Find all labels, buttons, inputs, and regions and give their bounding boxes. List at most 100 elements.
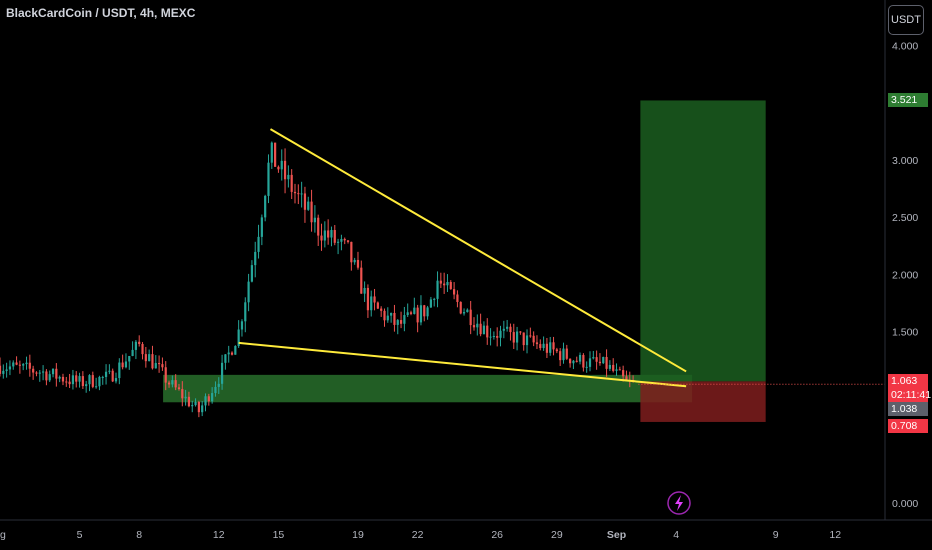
candle-body [509, 326, 512, 333]
candle-body [167, 382, 171, 385]
candle-body [15, 362, 18, 365]
y-tick-label: 0.000 [892, 498, 918, 510]
candle-body [466, 309, 469, 313]
candle-body [18, 364, 21, 366]
candle-body [393, 313, 396, 325]
x-tick-label: 22 [412, 529, 424, 541]
candle-body [8, 366, 12, 370]
x-tick-label: ug [0, 529, 6, 541]
candle-body [582, 354, 585, 368]
candle-body [356, 259, 360, 268]
candle-body [194, 402, 197, 406]
candle-body [211, 393, 214, 402]
x-tick-label: Sep [607, 529, 626, 541]
trendline-upper [269, 128, 687, 373]
candle-body [121, 362, 124, 368]
candle-body [608, 364, 611, 369]
candle-body [144, 354, 147, 362]
candle-body [602, 356, 605, 364]
candle-body [456, 294, 459, 302]
candle-body [552, 342, 555, 350]
candle-body [522, 332, 525, 346]
candle-body [108, 370, 111, 372]
candle-body [300, 193, 303, 195]
candle-body [101, 376, 104, 378]
candle-body [191, 405, 194, 407]
candle-body [161, 364, 164, 368]
candle-body [469, 309, 472, 326]
candle-body [240, 321, 244, 330]
candle-body [499, 330, 502, 338]
candle-body [496, 336, 499, 338]
candle-body [177, 387, 181, 390]
candle-body [449, 281, 452, 290]
candle-body [439, 280, 442, 284]
candle-body [274, 142, 277, 167]
candle-body [187, 396, 191, 407]
candle-body [578, 354, 582, 362]
candle-body [489, 336, 492, 338]
candle-body [472, 325, 476, 328]
candle-body [572, 360, 575, 364]
candle-body [479, 323, 482, 335]
candle-body [492, 336, 495, 338]
candle-body [443, 283, 446, 286]
candle-body [307, 201, 310, 210]
candle-body [257, 236, 260, 252]
candle-body [41, 371, 45, 373]
candle-body [396, 320, 399, 325]
candle-body [254, 251, 257, 266]
candle-body [360, 267, 363, 294]
candle-body [569, 358, 572, 364]
candle-body [370, 296, 373, 311]
candle-body [277, 166, 280, 170]
candle-body [227, 352, 230, 355]
x-tick-label: 4 [673, 529, 679, 541]
candle-body [267, 162, 270, 196]
candle-body [366, 287, 370, 311]
candle-body [214, 386, 217, 394]
candle-body [386, 315, 389, 321]
candle-body [559, 351, 562, 361]
candle-body [336, 241, 340, 243]
candle-body [363, 287, 366, 294]
candle-body [55, 368, 58, 379]
candle-body [98, 376, 101, 387]
y-tick-label: 2.000 [892, 269, 918, 281]
candle-body [486, 325, 489, 338]
candle-body [128, 355, 131, 362]
candle-body [333, 230, 336, 243]
x-tick-label: 19 [352, 529, 364, 541]
candle-body [197, 402, 200, 413]
candle-body [615, 369, 618, 371]
candle-body [399, 320, 403, 324]
candle-body [575, 360, 578, 362]
candle-body [515, 331, 519, 343]
candle-body [118, 362, 121, 379]
profit-zone [640, 100, 766, 382]
candle-body [65, 381, 68, 383]
candle-countdown: 02:11:41 [891, 389, 932, 402]
candle-body [555, 349, 558, 352]
candle-body [346, 240, 350, 242]
candle-body [51, 368, 55, 375]
candle-body [204, 396, 207, 406]
candle-body [0, 365, 2, 374]
candle-body [134, 341, 137, 350]
candle-body [592, 357, 595, 359]
candle-body [529, 335, 532, 337]
candle-body [171, 380, 174, 385]
candle-body [184, 396, 187, 399]
candle-body [280, 160, 283, 170]
candle-body [343, 238, 346, 241]
candle-body [373, 296, 376, 303]
candle-body [287, 174, 290, 180]
candle-body [390, 313, 393, 316]
candle-body [459, 301, 462, 314]
candle-body [419, 305, 423, 323]
currency-selector-button[interactable]: USDT [888, 5, 924, 35]
candle-body [85, 384, 88, 387]
x-tick-label: 5 [77, 529, 83, 541]
